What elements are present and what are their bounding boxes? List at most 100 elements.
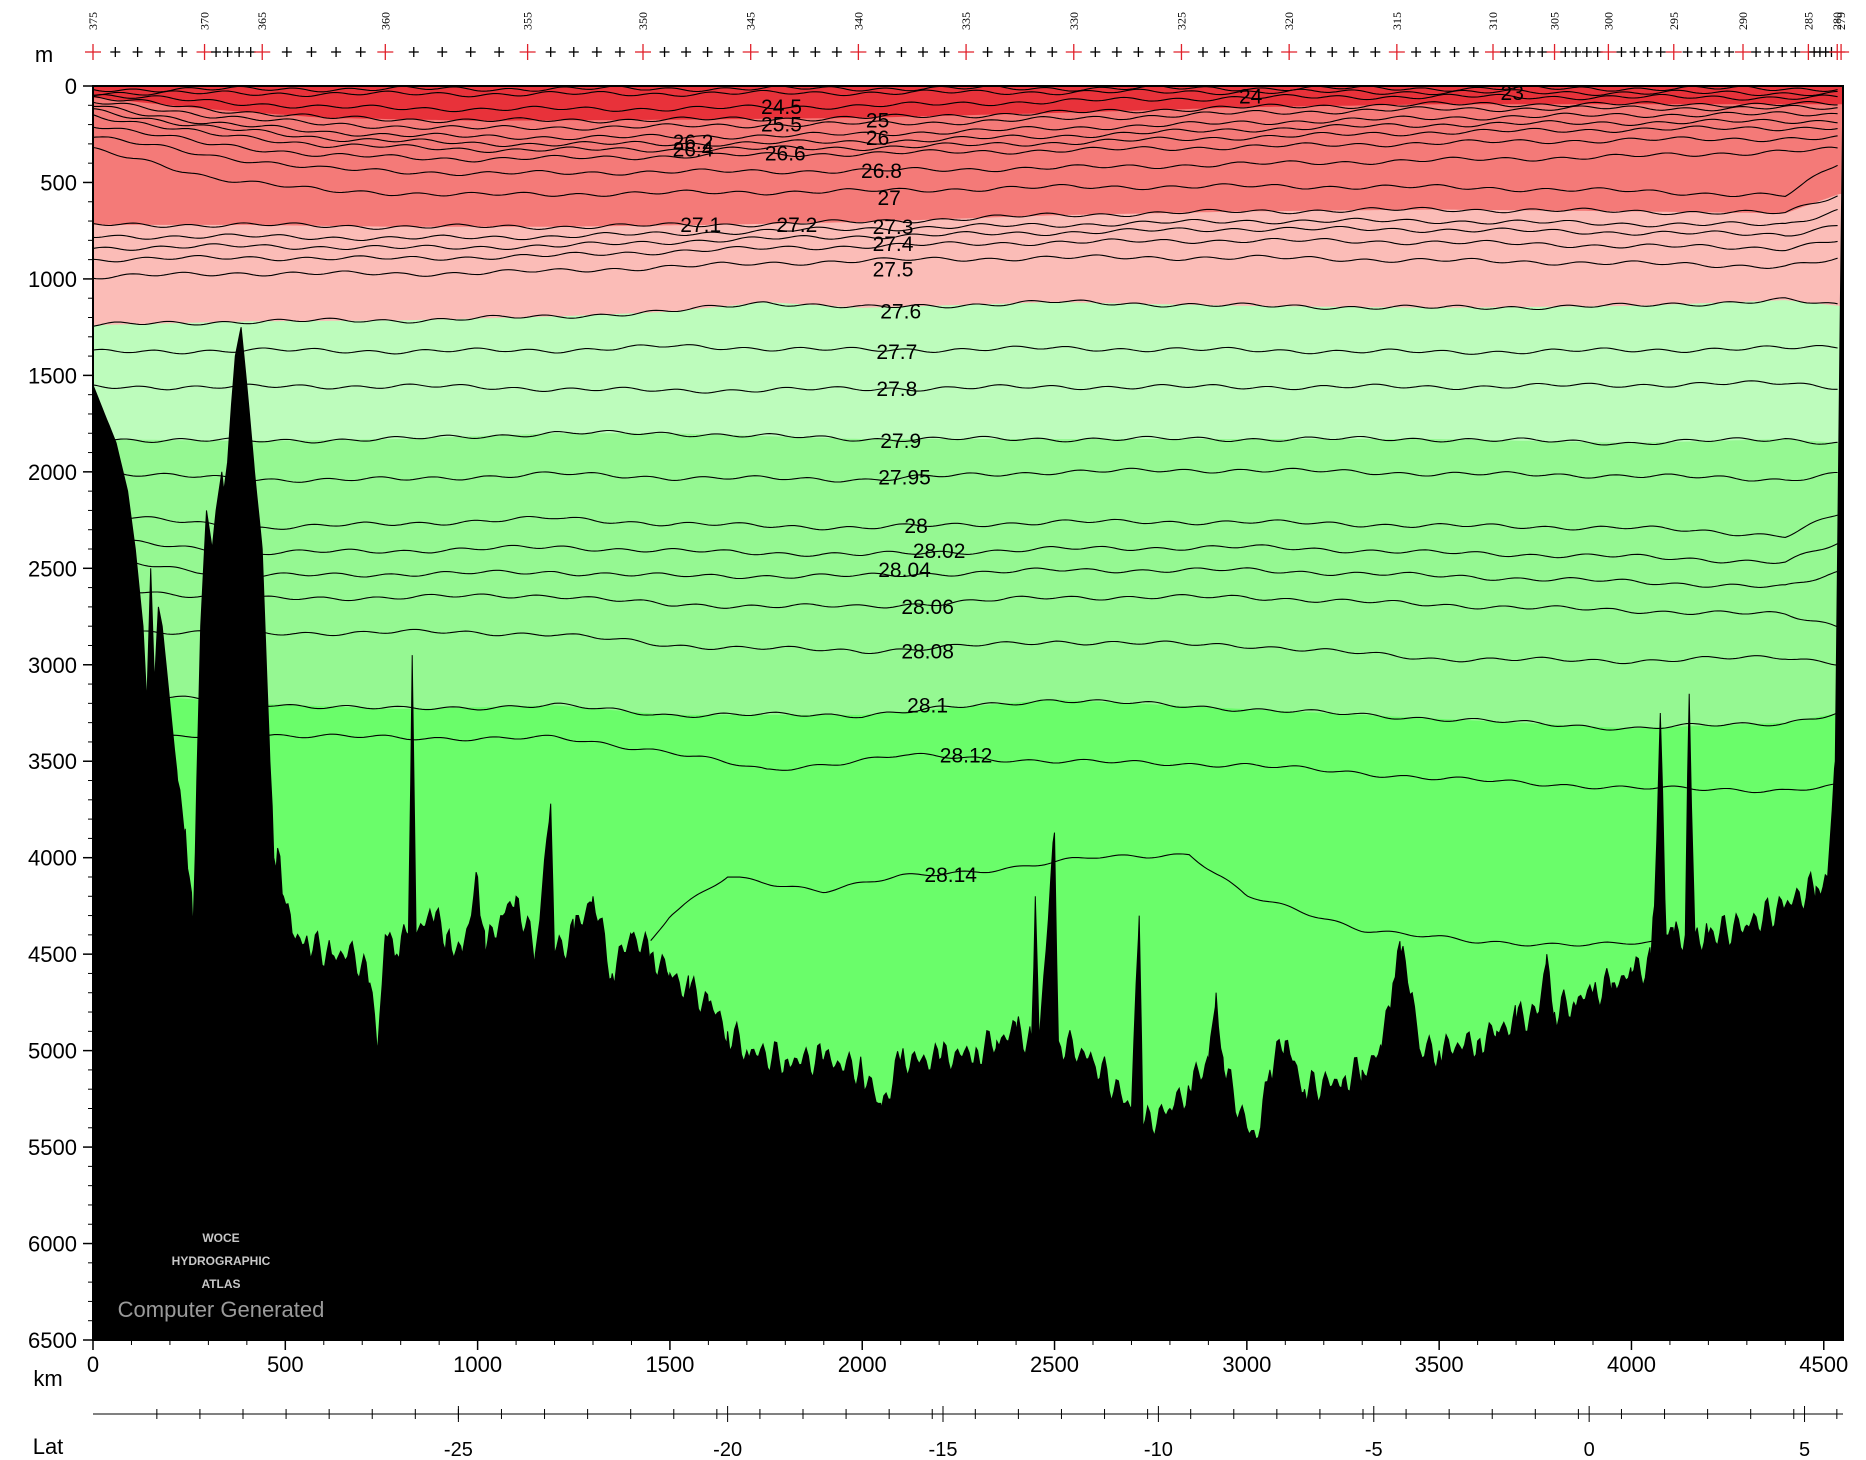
distance-axis: 0 500 1000 1500 2000 2500 3000 3500 4000 4500 xyxy=(87,1340,1848,1377)
isoline-label-27.6: 27.6 xyxy=(880,301,921,324)
isoline-28.12 xyxy=(93,733,1838,794)
bathymetry-seafloor xyxy=(93,86,1843,1340)
depth-unit-label: m xyxy=(35,42,53,67)
station-label: 330 xyxy=(1067,12,1081,30)
station-label: 350 xyxy=(636,12,650,30)
km-tick-label: 1500 xyxy=(645,1352,694,1377)
km-tick-label: 4000 xyxy=(1607,1352,1656,1377)
station-label: 375 xyxy=(86,12,100,30)
isoline-27.1 xyxy=(93,195,1838,230)
lat-tick-label: -20 xyxy=(713,1439,742,1460)
station-label: 285 xyxy=(1801,12,1815,30)
watermark-woce: WOCE xyxy=(202,1231,239,1245)
isoline-label-25: 25 xyxy=(866,110,889,133)
depth-tick-label: 6500 xyxy=(28,1328,77,1353)
station-label: 279 xyxy=(1834,12,1848,30)
isoline-label-27.1: 27.1 xyxy=(680,214,721,237)
lat-tick-label: -5 xyxy=(1365,1439,1383,1460)
isoline-27.2 xyxy=(93,208,1838,242)
woce-watermark: WOCE HYDROGRAPHIC ATLAS Computer Generat… xyxy=(118,1231,325,1322)
isoline-23 xyxy=(93,86,1838,93)
isoline-label-26.8: 26.8 xyxy=(861,160,902,183)
isoline-26.6 xyxy=(93,126,1838,163)
isoline-27.9 xyxy=(93,429,1838,446)
depth-tick-label: 500 xyxy=(40,170,77,195)
station-axis: 375 370 365 360 355 350 345 340 335 330 325 320 315 3… xyxy=(85,12,1850,60)
depth-tick-label: 6000 xyxy=(28,1232,77,1257)
isoline-28.1 xyxy=(93,692,1838,731)
isoline-27.3 xyxy=(93,225,1838,251)
isoline-label-28: 28 xyxy=(904,515,927,538)
isoline-label-28.12: 28.12 xyxy=(940,744,993,767)
distance-unit-label: km xyxy=(33,1366,62,1391)
isoline-28 xyxy=(93,513,1838,538)
fill-band-1 xyxy=(93,86,1843,227)
isoline-label-27.4: 27.4 xyxy=(873,233,914,256)
isoline-label-28.08: 28.08 xyxy=(901,640,954,663)
isoline-label-26.4: 26.4 xyxy=(673,139,714,162)
isoline-26.2 xyxy=(93,108,1838,148)
depth-tick-label: 2500 xyxy=(28,556,77,581)
station-label: 290 xyxy=(1736,12,1750,30)
isoline-26 xyxy=(93,105,1838,141)
depth-tick-label: 2000 xyxy=(28,460,77,485)
isoline-25.5 xyxy=(93,101,1838,131)
isoline-24.5 xyxy=(93,93,1838,113)
station-label: 305 xyxy=(1548,12,1562,30)
depth-tick-label: 3000 xyxy=(28,653,77,678)
station-label: 310 xyxy=(1486,12,1500,30)
depth-tick-label: 1000 xyxy=(28,267,77,292)
lat-tick-label: 0 xyxy=(1584,1439,1595,1460)
depth-tick-label: 5500 xyxy=(28,1135,77,1160)
isoline-label-28.14: 28.14 xyxy=(924,864,977,887)
depth-tick-label: 4500 xyxy=(28,942,77,967)
isoline-label-26.2: 26.2 xyxy=(673,131,714,154)
isoline-label-23: 23 xyxy=(1501,82,1524,105)
station-label: 325 xyxy=(1174,12,1188,30)
station-label: 320 xyxy=(1282,12,1296,30)
watermark-hydrographic: HYDROGRAPHIC xyxy=(172,1254,271,1268)
isoline-label-24.5: 24.5 xyxy=(761,96,802,119)
isoline-label-27.9: 27.9 xyxy=(880,430,921,453)
isoline-label-26.6: 26.6 xyxy=(765,143,806,166)
isoline-label-25.5: 25.5 xyxy=(761,114,802,137)
station-label: 335 xyxy=(959,12,973,30)
isoline-25 xyxy=(93,95,1838,124)
isoline-label-28.06: 28.06 xyxy=(901,596,954,619)
isoline-label-27.5: 27.5 xyxy=(873,258,914,281)
station-label: 280 xyxy=(1830,12,1844,30)
isoline-label-27.3: 27.3 xyxy=(873,216,914,239)
isoline-label-24: 24 xyxy=(1239,86,1263,109)
isoline-27.4 xyxy=(93,237,1838,263)
km-tick-label: 3500 xyxy=(1415,1352,1464,1377)
isoline-27.6 xyxy=(93,297,1838,327)
depth-tick-label: 3500 xyxy=(28,749,77,774)
isoline-28.08 xyxy=(93,627,1838,666)
isoline-label-27.8: 27.8 xyxy=(876,378,917,401)
isoline-26.8 xyxy=(93,136,1838,177)
isoline-28.02 xyxy=(93,538,1838,564)
km-tick-label: 3000 xyxy=(1222,1352,1271,1377)
latitude-label: Lat xyxy=(33,1434,64,1459)
isoline-label-28.04: 28.04 xyxy=(878,559,931,582)
km-tick-label: 500 xyxy=(267,1352,304,1377)
km-tick-label: 2500 xyxy=(1030,1352,1079,1377)
watermark-atlas: ATLAS xyxy=(201,1277,240,1291)
km-tick-label: 0 xyxy=(87,1352,99,1377)
station-label: 315 xyxy=(1390,12,1404,30)
isoline-26.4 xyxy=(93,114,1838,153)
station-label: 300 xyxy=(1601,12,1615,30)
depth-tick-label: 1500 xyxy=(28,363,77,388)
km-tick-label: 4500 xyxy=(1799,1352,1848,1377)
station-label: 345 xyxy=(744,12,758,30)
depth-axis: 0 500 1000 1500 2000 2500 3000 3500 4000 4500 5000… xyxy=(28,74,93,1353)
lat-tick-label: -10 xyxy=(1144,1439,1173,1460)
isoline-27.95 xyxy=(93,467,1838,483)
isoline-24 xyxy=(93,88,1838,98)
isoline-28.14 xyxy=(650,853,1670,947)
lat-tick-label: -25 xyxy=(444,1439,473,1460)
station-label: 295 xyxy=(1667,12,1681,30)
latitude-axis: -25 -20 -15 -10 -5 0 5 xyxy=(93,1406,1843,1460)
isoline-label-27.2: 27.2 xyxy=(776,214,817,237)
